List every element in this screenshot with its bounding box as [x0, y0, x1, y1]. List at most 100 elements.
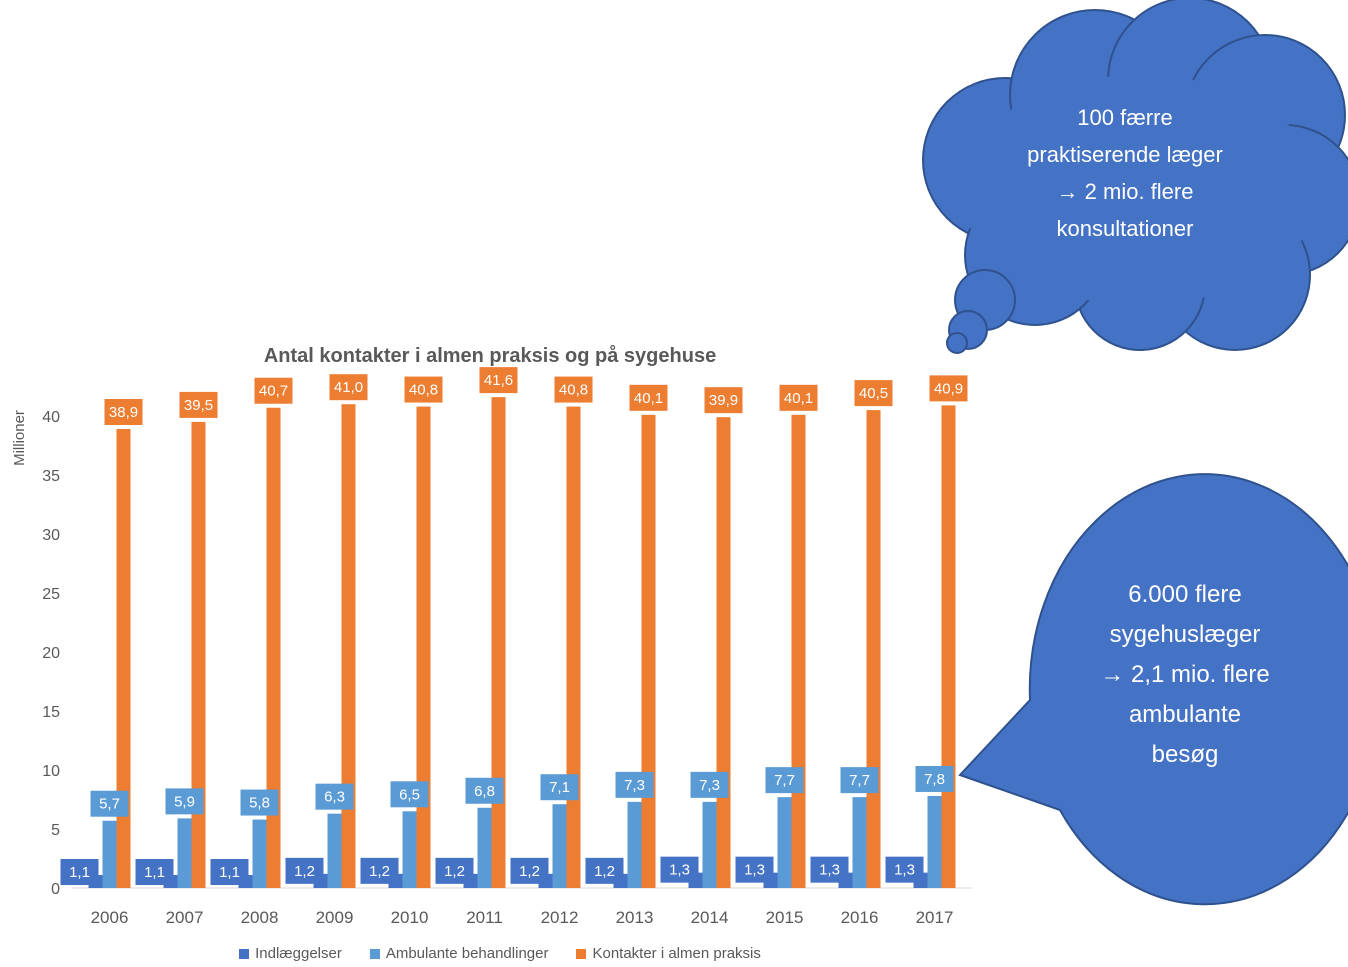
legend-item-ambulante: Ambulante behandlinger: [369, 945, 549, 962]
data-label-box: [465, 777, 504, 804]
data-label-box: [810, 856, 849, 883]
data-label-box: [660, 856, 699, 883]
data-label: 1,3: [894, 862, 915, 879]
bar: [177, 818, 192, 888]
data-label-box: [479, 367, 518, 394]
data-label-box: [854, 380, 893, 407]
x-tick-label: 2011: [466, 908, 503, 927]
bar: [341, 404, 356, 888]
chart-legend: Indlæggelser Ambulante behandlinger Kont…: [0, 945, 1000, 962]
bar: [102, 820, 117, 888]
legend-label: Indlæggelser: [255, 945, 342, 962]
data-label: 5,8: [249, 795, 270, 812]
data-label: 39,5: [184, 397, 213, 414]
bar: [716, 417, 731, 888]
y-tick-label: 15: [42, 704, 60, 721]
data-label-box: [165, 788, 204, 815]
callout-line: praktiserende læger: [1027, 142, 1223, 167]
data-label-box: [60, 859, 99, 886]
y-tick-label: 35: [42, 468, 60, 485]
data-label: 40,8: [409, 382, 438, 399]
data-label-box: [735, 856, 774, 883]
legend-swatch: [369, 948, 380, 959]
y-tick-label: 25: [42, 586, 60, 603]
data-label: 1,3: [669, 862, 690, 879]
bar: [941, 405, 956, 888]
data-label-box: [360, 857, 399, 884]
x-tick-label: 2015: [766, 908, 804, 927]
data-label: 38,9: [109, 404, 138, 421]
data-label-box: [254, 377, 293, 404]
data-label-box: [285, 857, 324, 884]
data-label: 7,7: [849, 772, 870, 789]
chart-bars: [88, 397, 956, 888]
data-label: 7,3: [699, 777, 720, 794]
callout-line: → 2,1 mio. flere: [1100, 661, 1270, 688]
data-label: 40,7: [259, 383, 288, 400]
x-tick-label: 2016: [841, 908, 879, 927]
data-label: 1,2: [594, 863, 615, 880]
legend-swatch: [239, 948, 250, 959]
bar: [552, 804, 567, 888]
data-label-box: [404, 376, 443, 403]
y-tick-label: 40: [42, 409, 60, 426]
data-label: 39,9: [709, 392, 738, 409]
bar: [702, 801, 717, 888]
data-label: 40,9: [934, 380, 963, 397]
speech-callout-text: 6.000 flere sygehuslæger → 2,1 mio. fler…: [1060, 575, 1310, 775]
callout-line: 100 færre: [1077, 105, 1173, 130]
callout-line: 6.000 flere: [1128, 581, 1242, 608]
bar: [402, 811, 417, 888]
data-label: 6,5: [399, 786, 420, 803]
bar: [116, 428, 131, 888]
callout-line: sygehuslæger: [1109, 621, 1261, 648]
data-label-box: [135, 859, 174, 886]
data-label-box: [554, 376, 593, 403]
data-label: 1,1: [69, 864, 90, 881]
data-label: 7,1: [549, 779, 570, 796]
x-tick-label: 2009: [316, 908, 354, 927]
x-tick-label: 2012: [541, 908, 579, 927]
cloud-callout-text: 100 færre praktiserende læger → 2 mio. f…: [960, 99, 1290, 247]
bar: [627, 801, 642, 888]
data-label-box: [210, 859, 249, 886]
data-label: 5,9: [174, 793, 195, 810]
bar: [252, 819, 267, 888]
data-label-box: [585, 857, 624, 884]
bar: [777, 797, 792, 888]
callout-line: → 2 mio. flere: [1056, 179, 1194, 204]
x-tick-label: 2017: [916, 908, 954, 927]
y-tick-label: 30: [42, 527, 60, 544]
data-label-box: [510, 857, 549, 884]
data-label: 40,8: [559, 382, 588, 399]
data-label-box: [104, 398, 143, 425]
bar: [416, 406, 431, 888]
bar: [266, 407, 281, 888]
thought-cloud-callout: [922, 0, 1348, 354]
data-label-box: [390, 781, 429, 808]
data-label: 1,3: [744, 862, 765, 879]
data-label-box: [779, 384, 818, 411]
data-label-box: [929, 375, 968, 402]
data-label: 7,7: [774, 772, 795, 789]
data-label-box: [690, 771, 729, 798]
bar: [791, 414, 806, 888]
data-label: 5,7: [99, 796, 120, 813]
x-tick-label: 2008: [241, 908, 279, 927]
data-label-box: [329, 374, 368, 401]
data-label-box: [765, 767, 804, 794]
bar: [566, 406, 581, 888]
data-label: 1,2: [294, 863, 315, 880]
callout-line: konsultationer: [1056, 216, 1194, 241]
data-label-box: [915, 765, 954, 792]
bar: [927, 795, 942, 888]
chart-data-labels: 1,1 1,1 1,1 1,2 1,2 1,2 1,2 1,2 1,3 1,3 1,3 1,3 5,7 5…: [60, 367, 968, 886]
y-tick-label: 20: [42, 645, 60, 662]
data-label: 1,2: [444, 863, 465, 880]
legend-item-indlaeggelser: Indlæggelser: [239, 945, 342, 962]
bar: [641, 414, 656, 888]
legend-label: Ambulante behandlinger: [385, 945, 549, 962]
legend-label: Kontakter i almen praksis: [592, 945, 761, 962]
data-label-box: [435, 857, 474, 884]
data-label-box: [240, 789, 279, 816]
